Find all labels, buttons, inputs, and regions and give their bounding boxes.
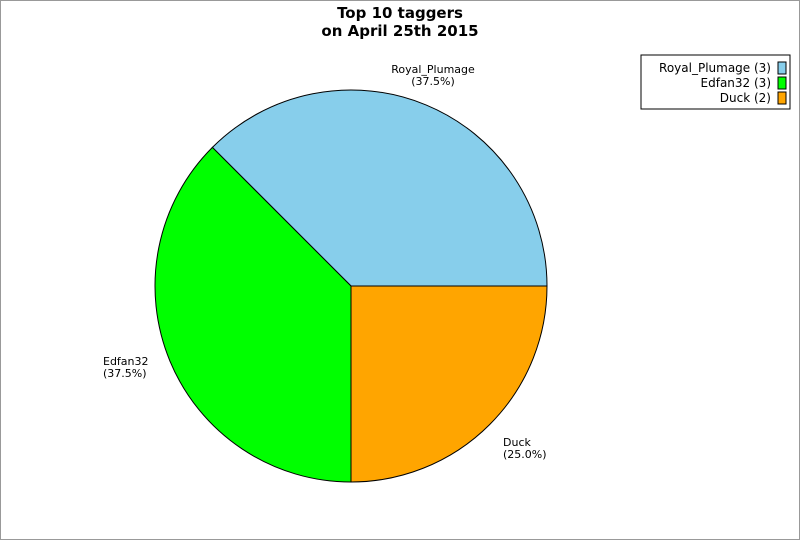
slice-percent-2: (25.0%) <box>503 448 547 461</box>
legend-label-2: Duck (2) <box>720 91 771 105</box>
legend: Royal_Plumage (3)Edfan32 (3)Duck (2) <box>640 54 791 110</box>
legend-swatch-1 <box>777 76 787 90</box>
slice-label-1: Edfan32 <box>103 355 149 368</box>
legend-label-1: Edfan32 (3) <box>701 76 771 90</box>
slice-label-2: Duck <box>503 436 531 449</box>
chart-title-line-2: on April 25th 2015 <box>321 22 478 40</box>
legend-swatch-0 <box>777 61 787 75</box>
legend-label-0: Royal_Plumage (3) <box>659 61 771 75</box>
legend-swatch-2 <box>777 91 787 105</box>
pie-slice-royal-plumage <box>211 89 548 287</box>
slice-percent-0: (37.5%) <box>411 75 455 88</box>
slice-label-0: Royal_Plumage <box>391 63 475 76</box>
pie-slice-duck <box>350 285 548 483</box>
pie-slice-edfan32 <box>154 146 352 483</box>
slice-percent-1: (37.5%) <box>103 367 147 380</box>
chart-title-line-1: Top 10 taggers <box>337 4 463 22</box>
